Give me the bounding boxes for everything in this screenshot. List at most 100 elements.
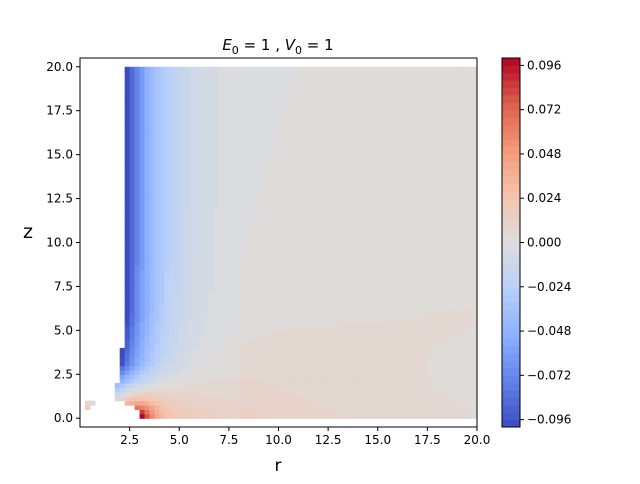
- contour-cell: [209, 356, 215, 362]
- contour-cell: [273, 150, 280, 156]
- contour-cell: [199, 400, 205, 406]
- contour-cell: [258, 145, 265, 151]
- contour-cell: [472, 242, 477, 248]
- contour-cell: [412, 172, 419, 178]
- contour-cell: [154, 321, 160, 327]
- contour-cell: [223, 238, 230, 244]
- contour-cell: [199, 137, 205, 143]
- contour-cell: [422, 220, 428, 226]
- contour-cell: [243, 391, 250, 397]
- contour-cell: [204, 268, 210, 274]
- contour-cell: [124, 224, 131, 230]
- contour-cell: [437, 295, 443, 301]
- contour-cell: [268, 334, 275, 340]
- contour-cell: [268, 299, 275, 305]
- contour-cell: [447, 202, 453, 208]
- contour-cell: [387, 343, 394, 349]
- contour-cell: [293, 132, 299, 138]
- contour-cell: [372, 290, 379, 296]
- contour-cell: [134, 343, 141, 349]
- contour-cell: [333, 312, 339, 318]
- contour-cell: [233, 141, 240, 147]
- contour-cell: [357, 290, 364, 296]
- contour-cell: [462, 400, 468, 406]
- contour-cell: [362, 123, 369, 129]
- contour-cell: [402, 159, 409, 165]
- contour-cell: [238, 194, 245, 200]
- contour-cell: [427, 132, 433, 138]
- contour-cell: [213, 137, 220, 143]
- contour-cell: [427, 264, 433, 270]
- contour-cell: [223, 378, 230, 384]
- contour-cell: [347, 286, 354, 292]
- contour-cell: [437, 202, 443, 208]
- contour-cell: [422, 268, 428, 274]
- contour-cell: [233, 194, 240, 200]
- contour-cell: [204, 378, 210, 384]
- contour-cell: [343, 255, 349, 261]
- contour-cell: [372, 163, 379, 169]
- contour-cell: [278, 391, 285, 397]
- contour-cell: [328, 172, 334, 178]
- contour-cell: [184, 400, 190, 406]
- contour-cell: [179, 365, 185, 371]
- contour-cell: [382, 185, 389, 191]
- contour-cell: [134, 308, 141, 314]
- contour-cell: [417, 242, 424, 248]
- contour-cell: [387, 396, 394, 402]
- contour-cell: [357, 295, 364, 301]
- contour-cell: [194, 110, 200, 116]
- contour-cell: [313, 286, 319, 292]
- contour-cell: [179, 352, 185, 358]
- contour-cell: [377, 295, 384, 301]
- contour-cell: [144, 110, 151, 116]
- contour-cell: [347, 207, 354, 213]
- contour-cell: [397, 400, 404, 406]
- contour-cell: [253, 176, 260, 182]
- contour-cell: [144, 374, 151, 380]
- contour-cell: [382, 312, 389, 318]
- contour-cell: [204, 216, 210, 222]
- contour-cell: [139, 242, 146, 248]
- contour-cell: [129, 220, 136, 226]
- contour-cell: [273, 255, 280, 261]
- contour-cell: [357, 255, 364, 261]
- contour-cell: [303, 317, 309, 323]
- contour-cell: [422, 163, 428, 169]
- contour-cell: [372, 383, 379, 389]
- contour-cell: [293, 405, 299, 411]
- contour-cell: [402, 115, 409, 121]
- contour-cell: [472, 290, 477, 296]
- contour-cell: [293, 383, 299, 389]
- contour-cell: [154, 365, 160, 371]
- contour-cell: [318, 198, 324, 204]
- contour-cell: [243, 141, 250, 147]
- contour-cell: [377, 391, 384, 397]
- contour-cell: [472, 396, 477, 402]
- contour-cell: [124, 238, 131, 244]
- contour-cell: [258, 194, 265, 200]
- contour-cell: [333, 159, 339, 165]
- contour-cell: [472, 137, 477, 143]
- contour-cell: [417, 185, 424, 191]
- contour-cell: [283, 268, 290, 274]
- contour-cell: [352, 207, 359, 213]
- contour-cell: [204, 361, 210, 367]
- contour-cell: [303, 132, 309, 138]
- contour-cell: [338, 304, 344, 309]
- contour-cell: [422, 172, 428, 178]
- contour-cell: [343, 202, 349, 208]
- contour-cell: [298, 115, 304, 121]
- contour-cell: [462, 202, 468, 208]
- contour-cell: [154, 409, 160, 415]
- contour-cell: [184, 334, 190, 340]
- contour-cell: [238, 387, 245, 393]
- contour-cell: [343, 325, 349, 331]
- contour-cell: [263, 145, 270, 151]
- contour-cell: [223, 352, 230, 358]
- contour-cell: [169, 229, 175, 235]
- contour-cell: [243, 255, 250, 261]
- contour-cell: [218, 207, 225, 213]
- contour-cell: [377, 110, 384, 116]
- contour-cell: [298, 347, 304, 353]
